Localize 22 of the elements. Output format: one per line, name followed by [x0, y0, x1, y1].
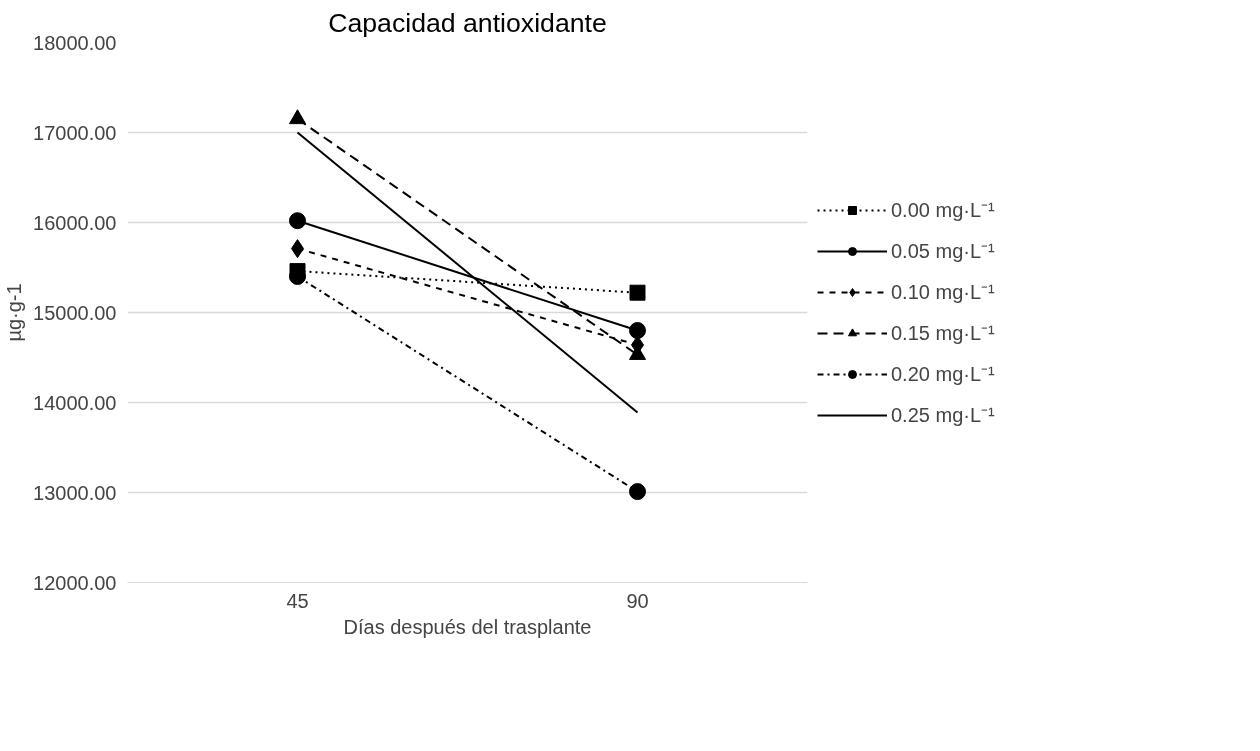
legend-label: 0.25 mg·L⁻¹: [891, 403, 995, 428]
chart-title: Capacidad antioxidante: [328, 7, 607, 38]
legend-label: 0.10 mg·L⁻¹: [891, 280, 995, 305]
y-tick-label: 14000.00: [33, 391, 117, 414]
point: [289, 212, 306, 230]
y-tick-label: 15000.00: [33, 301, 117, 324]
y-tick-label: 16000.00: [33, 211, 117, 234]
x-tick-label: 90: [626, 589, 649, 612]
y-tick-label: 12000.00: [33, 571, 117, 594]
point: [629, 284, 646, 301]
point: [629, 322, 646, 339]
x-axis-title: Días después del trasplante: [343, 615, 592, 638]
legend-label: 0.20 mg·L⁻¹: [891, 362, 995, 387]
x-tick-label: 45: [286, 589, 309, 612]
legend-label: 0.05 mg·L⁻¹: [891, 239, 995, 264]
y-tick-label: 17000.00: [33, 121, 117, 144]
point: [629, 483, 646, 501]
y-axis-title: µg·g-1: [3, 283, 26, 342]
legend-label: 0.15 mg·L⁻¹: [891, 321, 995, 346]
y-tick-label: 13000.00: [33, 481, 117, 504]
y-tick-label: 18000.00: [33, 31, 117, 54]
legend-label: 0.00 mg·L⁻¹: [891, 198, 995, 223]
